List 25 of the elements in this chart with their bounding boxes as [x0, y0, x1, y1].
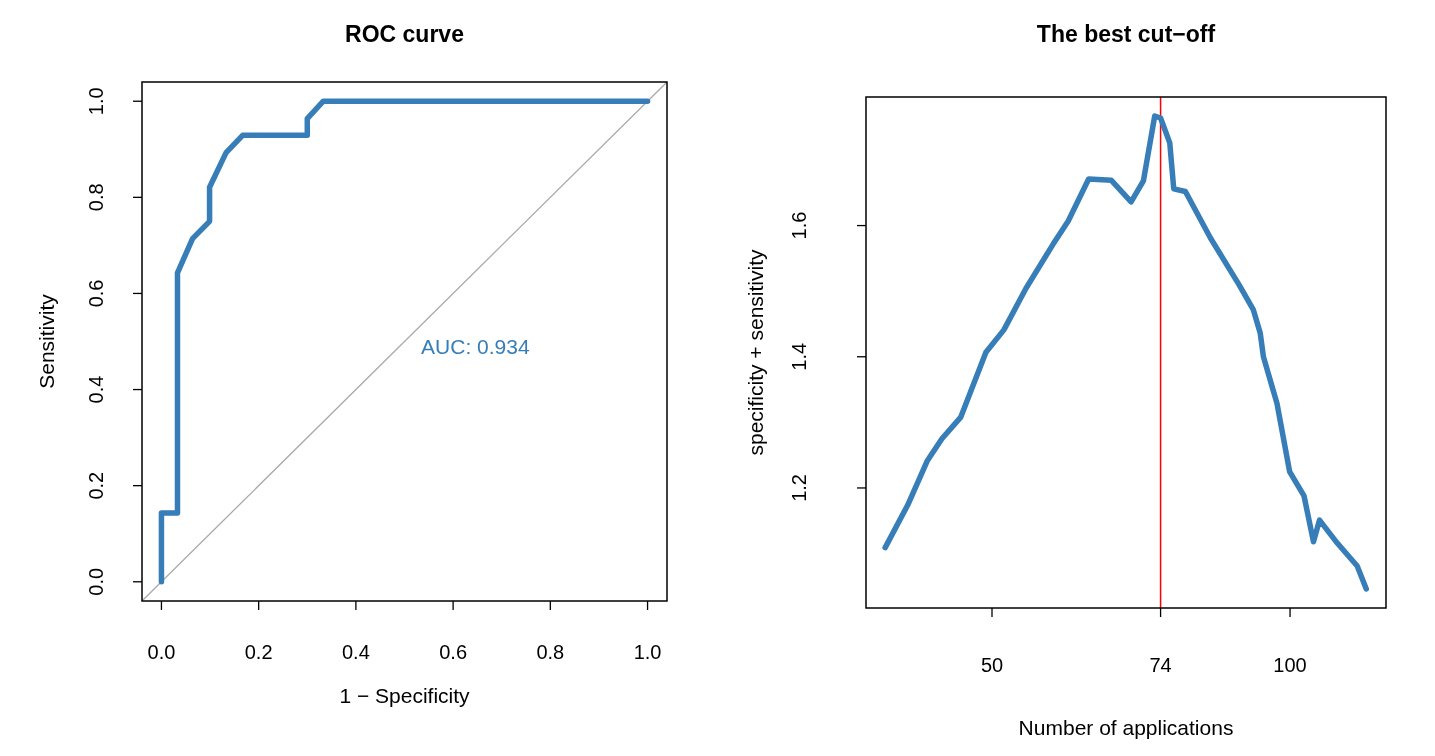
x-tick-label: 0.6 — [439, 641, 468, 663]
y-tick-label: 0.0 — [85, 567, 107, 596]
y-tick-label: 1.0 — [85, 87, 107, 116]
y-tick-label: 0.2 — [85, 471, 107, 500]
x-axis-title: Number of applications — [1018, 716, 1234, 739]
y-tick-label: 1.2 — [788, 474, 810, 502]
x-tick-label: 0.4 — [341, 641, 370, 663]
y-tick-label: 1.4 — [788, 342, 810, 371]
x-tick-label: 0.2 — [244, 641, 273, 663]
x-tick-label: 0.0 — [147, 641, 176, 663]
x-axis-title: 1 − Specificity — [339, 684, 471, 707]
y-axis-title: Sensitivity — [35, 293, 58, 389]
y-tick-label: 0.6 — [85, 279, 107, 308]
chart-title: ROC curve — [345, 21, 464, 47]
x-tick-label: 50 — [980, 654, 1004, 676]
chart-title: The best cut−off — [1036, 21, 1216, 47]
x-tick-label: 0.8 — [536, 641, 565, 663]
x-tick-label: 1.0 — [633, 641, 662, 663]
x-tick-label: 74 — [1149, 654, 1172, 676]
y-tick-label: 1.6 — [788, 211, 810, 240]
y-axis-title: specificity + sensitivity — [744, 249, 767, 456]
y-tick-label: 0.8 — [85, 183, 107, 212]
y-tick-label: 0.4 — [85, 375, 107, 404]
annotation: AUC: 0.934 — [421, 335, 530, 359]
x-tick-label: 100 — [1273, 654, 1307, 676]
